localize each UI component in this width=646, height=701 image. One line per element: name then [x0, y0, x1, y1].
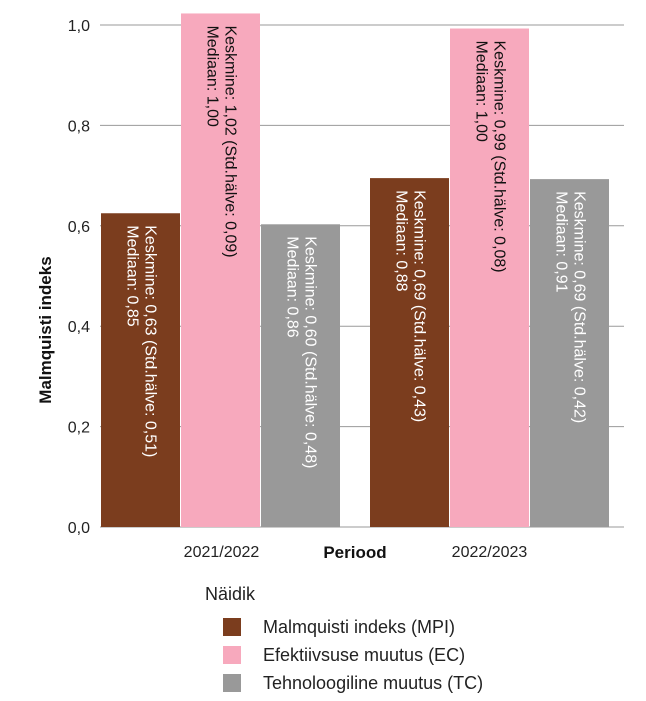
- bar-annotation: Mediaan: 0,88: [392, 190, 409, 292]
- bar-annotation: Keskmine: 0,99 (Std.hälve: 0,08): [490, 41, 507, 273]
- y-tick-label: 0,6: [68, 219, 90, 236]
- bar-annotation: Keskmine: 1,02 (Std.hälve: 0,09): [221, 25, 238, 257]
- y-tick-label: 1,0: [68, 18, 90, 35]
- legend-label-mpi: Malmquisti indeks (MPI): [263, 616, 456, 637]
- legend-item-mpi: Malmquisti indeks (MPI): [223, 613, 483, 641]
- bar-chart: 0,0 0,2 0,4 0,6 0,8 1,0 Malmquisti indeks Keskm…: [36, 13, 624, 562]
- y-tick-label: 0,8: [68, 118, 90, 135]
- bar: [370, 178, 449, 528]
- bar-annotation: Keskmine: 0,69 (Std.hälve: 0,43): [410, 190, 427, 422]
- legend-swatch-ec: [223, 646, 241, 664]
- bar-annotation: Keskmine: 0,69 (Std.hälve: 0,42): [570, 191, 587, 423]
- y-axis-title: Malmquisti indeks: [36, 256, 55, 403]
- legend-title: Näidik: [205, 584, 256, 604]
- bar: [261, 224, 340, 527]
- x-tick-label: 2021/2022: [184, 544, 260, 561]
- bar-annotation: Mediaan: 1,00: [472, 41, 489, 143]
- bar-annotation: Mediaan: 0,91: [552, 191, 569, 293]
- bar-annotation: Keskmine: 0,63 (Std.hälve: 0,51): [141, 225, 158, 457]
- y-tick-label: 0,4: [68, 319, 90, 336]
- bar-annotation: Mediaan: 0,85: [123, 225, 140, 327]
- legend: Näidik Malmquisti indeks (MPI) Efektiivs…: [205, 584, 483, 697]
- bar-annotation: Mediaan: 0,86: [283, 236, 300, 338]
- bar: [450, 28, 529, 527]
- legend-item-tc: Tehnoloogiline muutus (TC): [223, 669, 483, 697]
- y-tick-label: 0,2: [68, 420, 90, 437]
- y-tick-label: 0,0: [68, 520, 90, 537]
- x-axis-title: Periood: [323, 543, 386, 562]
- x-tick-label: 2022/2023: [452, 544, 528, 561]
- bar-annotation: Keskmine: 0,60 (Std.hälve: 0,48): [301, 236, 318, 468]
- legend-label-ec: Efektiivsuse muutus (EC): [263, 644, 466, 665]
- bar: [530, 179, 609, 527]
- bar-annotation: Mediaan: 1,00: [203, 25, 220, 127]
- legend-item-ec: Efektiivsuse muutus (EC): [223, 641, 483, 669]
- bar: [101, 213, 180, 527]
- bar: [181, 13, 260, 528]
- legend-swatch-tc: [223, 674, 241, 692]
- legend-swatch-mpi: [223, 618, 241, 636]
- legend-label-tc: Tehnoloogiline muutus (TC): [263, 672, 484, 693]
